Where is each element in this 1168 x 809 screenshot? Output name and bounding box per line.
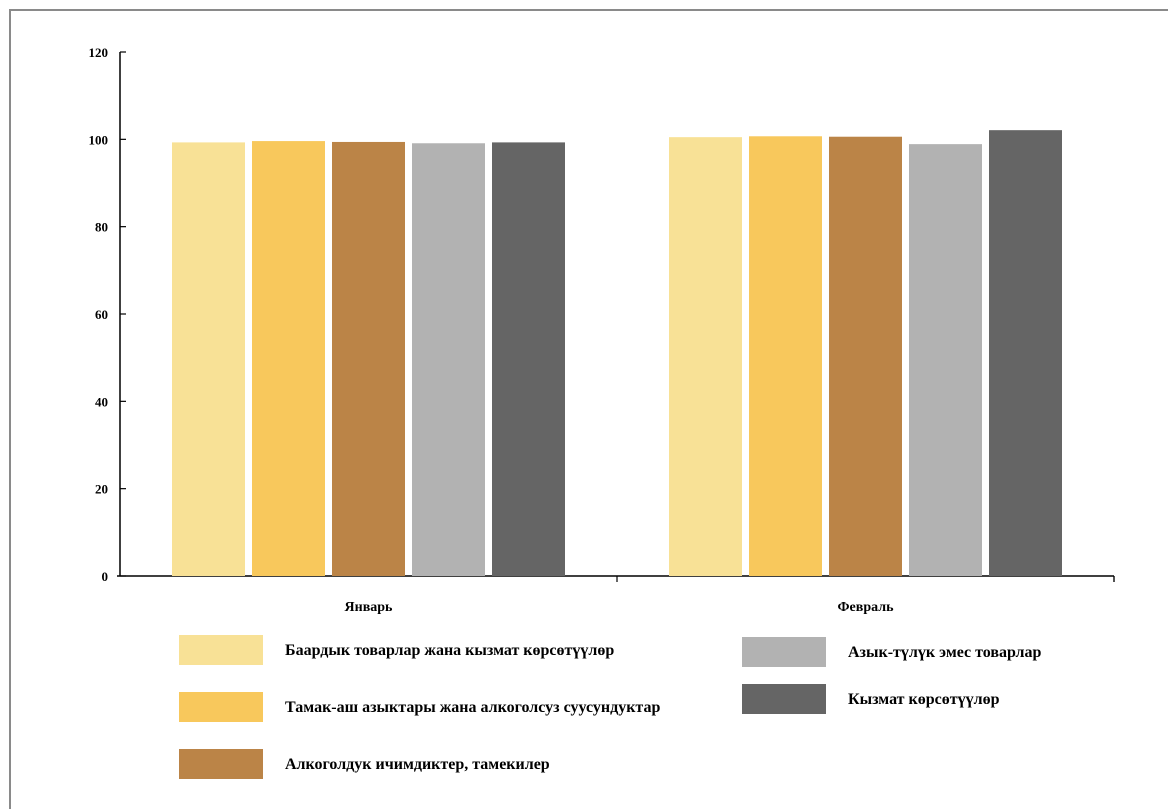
bar-2-series-2	[749, 136, 822, 576]
bar-2-series-5	[989, 130, 1062, 576]
bar-1-series-4	[412, 143, 485, 576]
legend-label-3: Алкоголдук ичимдиктер, тамекилер	[285, 755, 550, 773]
y-tick-label-40: 40	[95, 394, 108, 409]
y-tick-label-120: 120	[89, 45, 109, 60]
legend-item-3: Алкоголдук ичимдиктер, тамекилер	[179, 749, 685, 779]
legend-item-2: Тамак-аш азыктары жана алкоголсуз суусун…	[179, 692, 685, 722]
bar-1-series-3	[332, 141, 405, 576]
legend-label-2: Тамак-аш азыктары жана алкоголсуз суусун…	[285, 698, 661, 716]
legend-swatch-3	[179, 749, 263, 779]
y-tick-label-100: 100	[89, 132, 109, 147]
bar-chart: 0 20 40 60 80 100 120 Январь Февраль	[89, 45, 1115, 615]
legend-label-1: Баардык товарлар жана кызмат көрсөтүүлөр	[285, 641, 615, 659]
legend-swatch-4	[742, 637, 826, 667]
legend-item-1: Баардык товарлар жана кызмат көрсөтүүлөр	[179, 635, 685, 665]
bar-1-series-1	[172, 142, 245, 576]
legend-item-5: Кызмат көрсөтүүлөр	[742, 684, 1148, 714]
x-tick-label-1: Январь	[345, 600, 394, 615]
bar-1-series-5	[492, 142, 565, 576]
chart-frame	[9, 9, 1168, 809]
legend-swatch-1	[179, 635, 263, 665]
y-tick-label-0: 0	[102, 569, 109, 584]
bar-2-series-1	[669, 137, 742, 576]
x-tick-label-2: Февраль	[838, 600, 895, 615]
y-tick-label-60: 60	[95, 307, 108, 322]
y-tick-label-20: 20	[95, 482, 108, 497]
legend-swatch-2	[179, 692, 263, 722]
x-axis	[117, 575, 1115, 582]
x-tick-labels: Январь Февраль	[345, 600, 895, 615]
legend-item-4: Азык-түлүк эмес товарлар	[742, 637, 1148, 667]
y-tick-label-80: 80	[95, 220, 108, 235]
legend-swatch-5	[742, 684, 826, 714]
bar-1-series-2	[252, 141, 325, 576]
bars	[172, 130, 1062, 577]
legend-label-5: Кызмат көрсөтүүлөр	[848, 690, 1000, 708]
legend-label-4: Азык-түлүк эмес товарлар	[848, 643, 1042, 661]
y-axis: 0 20 40 60 80 100 120	[89, 45, 126, 584]
bar-2-series-4	[909, 144, 982, 577]
bar-2-series-3	[829, 136, 902, 577]
